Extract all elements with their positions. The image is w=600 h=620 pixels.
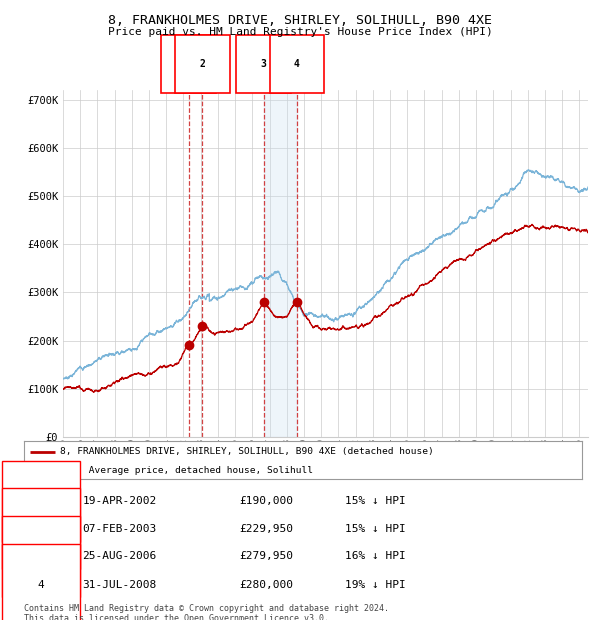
Text: 07-FEB-2003: 07-FEB-2003 [83,524,157,534]
Text: HPI: Average price, detached house, Solihull: HPI: Average price, detached house, Soli… [60,466,313,475]
Text: 3: 3 [260,59,266,69]
Text: 15% ↓ HPI: 15% ↓ HPI [345,497,406,507]
Text: 3: 3 [37,551,44,561]
Text: 1: 1 [37,497,44,507]
Text: 8, FRANKHOLMES DRIVE, SHIRLEY, SOLIHULL, B90 4XE: 8, FRANKHOLMES DRIVE, SHIRLEY, SOLIHULL,… [108,14,492,27]
Text: 15% ↓ HPI: 15% ↓ HPI [345,524,406,534]
Text: 8, FRANKHOLMES DRIVE, SHIRLEY, SOLIHULL, B90 4XE (detached house): 8, FRANKHOLMES DRIVE, SHIRLEY, SOLIHULL,… [60,448,434,456]
Text: Price paid vs. HM Land Registry's House Price Index (HPI): Price paid vs. HM Land Registry's House … [107,27,493,37]
Text: Contains HM Land Registry data © Crown copyright and database right 2024.
This d: Contains HM Land Registry data © Crown c… [24,604,389,620]
Text: 4: 4 [37,580,44,590]
Bar [263,90,297,437]
Text: 31-JUL-2008: 31-JUL-2008 [83,580,157,590]
Text: 19-APR-2002: 19-APR-2002 [83,497,157,507]
Text: £229,950: £229,950 [239,524,293,534]
Text: 2: 2 [37,524,44,534]
Text: 4: 4 [294,59,299,69]
Text: 25-AUG-2006: 25-AUG-2006 [83,551,157,561]
Text: 19% ↓ HPI: 19% ↓ HPI [345,580,406,590]
Text: 2: 2 [199,59,205,69]
Text: 1: 1 [186,59,191,69]
Text: £190,000: £190,000 [239,497,293,507]
Text: £280,000: £280,000 [239,580,293,590]
Text: 16% ↓ HPI: 16% ↓ HPI [345,551,406,561]
Text: £279,950: £279,950 [239,551,293,561]
